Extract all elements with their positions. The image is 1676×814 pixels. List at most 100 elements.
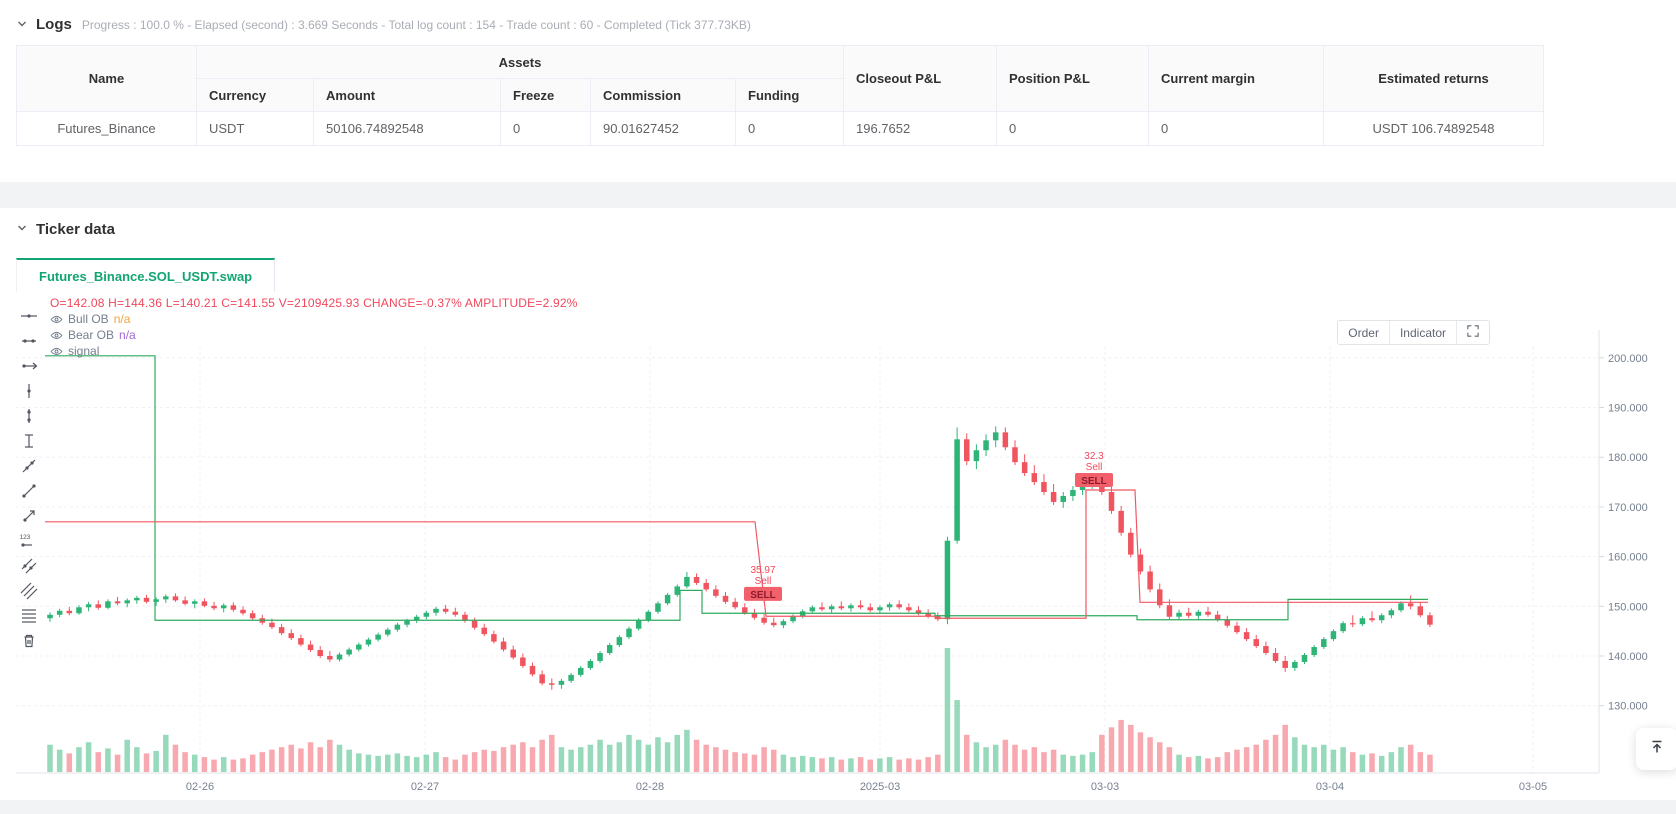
tool-fib-retracement-icon[interactable] [16,606,42,626]
tab-futures-binance-sol-usdt[interactable]: Futures_Binance.SOL_USDT.swap [16,258,276,292]
cell-commission: 90.01627452 [590,111,736,146]
candles [47,426,1433,690]
tool-parallel-lines-icon[interactable] [16,556,42,576]
indicator-value: n/a [113,312,131,326]
assets-table: Name Assets Closeout P&L Position P&L Cu… [16,45,1544,146]
fullscreen-icon [1467,325,1479,340]
indicator-row-signal: signal [50,343,578,359]
order-button[interactable]: Order [1348,325,1379,340]
col-group-assets: Assets [196,45,844,79]
tool-price-label-icon[interactable]: 123 [16,531,42,551]
cell-current-margin: 0 [1148,111,1324,146]
tool-parallel-channel-icon[interactable] [16,581,42,601]
x-axis-label: 02-26 [186,781,214,793]
col-position-pnl: Position P&L [996,45,1149,112]
y-axis-label: 140.000 [1608,651,1648,663]
cell-position-pnl: 0 [996,111,1149,146]
stop-line [45,489,1428,619]
tool-horizontal-line-icon[interactable] [16,306,42,326]
eye-icon[interactable] [50,313,63,326]
chart-canvas[interactable]: 200.000 190.000 180.000 170.000 160.000 150.0… [16,290,1660,800]
tool-vertical-segment-icon[interactable] [16,406,42,426]
col-amount: Amount [313,78,501,112]
tool-delete-icon[interactable] [16,631,42,651]
indicator-label: signal [68,344,100,358]
eye-icon[interactable] [50,345,63,358]
indicator-button[interactable]: Indicator [1388,321,1456,344]
svg-text:123: 123 [20,534,31,541]
cell-freeze: 0 [500,111,591,146]
tool-vertical-range-icon[interactable] [16,431,42,451]
indicator-value: n/a [119,328,136,342]
indicator-row-bear-ob: Bear OB n/a [50,327,578,343]
col-name: Name [16,45,197,112]
cell-funding: 0 [735,111,844,146]
ohlc-readout: O=142.08 H=144.36 L=140.21 C=141.55 V=21… [50,296,578,310]
chevron-down-icon[interactable] [16,17,28,35]
svg-text:SELL: SELL [750,590,776,601]
x-axis-label: 02-27 [411,781,439,793]
cell-currency: USDT [196,111,314,146]
chart-legend: O=142.08 H=144.36 L=140.21 C=141.55 V=21… [50,296,578,359]
tool-horizontal-ray-icon[interactable] [16,356,42,376]
svg-text:Sell: Sell [1086,462,1103,473]
ticker-tabs: Futures_Binance.SOL_USDT.swap [16,258,276,292]
drawing-toolbar: 123 [16,306,46,651]
col-freeze: Freeze [500,78,591,112]
x-axis-label: 02-28 [636,781,664,793]
tool-trend-line-icon[interactable] [16,456,42,476]
arrow-up-to-line-icon [1649,739,1665,760]
indicator-row-bull-ob: Bull OB n/a [50,311,578,327]
chart-area: 200.000 190.000 180.000 170.000 160.000 150.0… [0,290,1676,800]
ticker-section: Ticker data Futures_Binance.SOL_USDT.swa… [0,208,1676,800]
svg-text:SELL: SELL [1081,476,1107,487]
logs-card: Logs Progress : 100.0 % - Elapsed (secon… [0,0,1676,182]
ticker-title: Ticker data [36,220,115,238]
tool-ray-line-icon[interactable] [16,506,42,526]
chart-button-group: Order Indicator [1337,320,1490,345]
svg-text:32.3: 32.3 [1084,451,1104,462]
y-axis-label: 130.000 [1608,701,1648,713]
x-axis-label: 03-03 [1091,781,1119,793]
y-axis-label: 200.000 [1608,353,1648,365]
cell-amount: 50106.74892548 [313,111,501,146]
chevron-down-icon[interactable] [16,221,28,239]
fullscreen-button[interactable] [1456,321,1489,344]
tool-horizontal-segment-icon[interactable] [16,331,42,351]
y-axis-label: 180.000 [1608,452,1648,464]
y-axis-label: 150.000 [1608,601,1648,613]
volume-bars [47,648,1433,772]
col-commission: Commission [590,78,736,112]
eye-icon[interactable] [50,329,63,342]
y-axis-label: 170.000 [1608,502,1648,514]
cell-closeout-pnl: 196.7652 [843,111,997,146]
logs-summary: Progress : 100.0 % - Elapsed (second) : … [81,18,751,32]
scroll-to-top-button[interactable] [1636,728,1676,770]
y-axis-label: 190.000 [1608,403,1648,415]
table-row: Futures_Binance USDT 50106.74892548 0 90… [16,111,1544,146]
indicator-label: Bear OB [68,328,115,342]
chart-grid: 200.000 190.000 180.000 170.000 160.000 150.0… [16,330,1648,793]
indicator-label: Bull OB [68,312,109,326]
x-axis-label: 03-05 [1519,781,1547,793]
logs-title: Logs [36,16,72,33]
col-funding: Funding [735,78,844,112]
col-estimated-returns: Estimated returns [1323,45,1544,112]
y-axis-label: 160.000 [1608,552,1648,564]
svg-text:35.97: 35.97 [750,565,775,576]
cell-estimated-returns: USDT 106.74892548 [1323,111,1544,146]
col-current-margin: Current margin [1148,45,1324,112]
col-closeout-pnl: Closeout P&L [843,45,997,112]
tool-trend-segment-icon[interactable] [16,481,42,501]
tool-vertical-line-icon[interactable] [16,381,42,401]
col-currency: Currency [196,78,314,112]
signal-line [45,355,1428,621]
cell-name: Futures_Binance [16,111,197,146]
x-axis-label: 2025-03 [860,781,900,793]
ticker-header[interactable]: Ticker data [0,208,1676,238]
svg-text:Sell: Sell [755,576,772,587]
logs-header[interactable]: Logs Progress : 100.0 % - Elapsed (secon… [0,0,1676,34]
